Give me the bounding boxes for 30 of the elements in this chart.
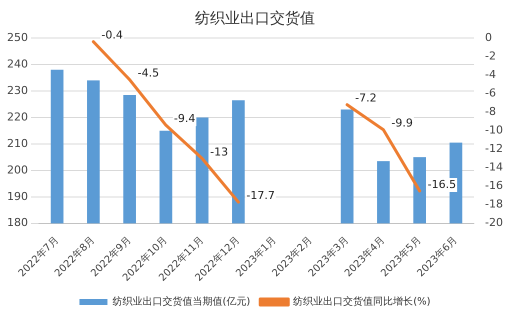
y2-tick-label: -20 [485,216,503,230]
y-tick-label: 250 [6,30,28,44]
chart-title: 纺织业出口交货值 [195,8,315,27]
y2-tick-label: -16 [485,179,503,192]
data-label: -9.4 [174,112,196,125]
y2-tick-label: -12 [485,142,503,156]
legend-label: 纺织业出口交货值当期值(亿元) [112,296,250,308]
y-tick-label: 200 [6,163,28,176]
y2-tick-label: -6 [485,86,496,100]
data-label: -17.7 [246,188,275,202]
y2-tick-label: -18 [485,198,503,211]
y2-tick-label: 0 [485,30,492,44]
legend-label: 纺织业出口交货值同比增长(%) [293,296,431,308]
y-tick-label: 220 [6,110,28,124]
data-label: -4.5 [138,66,160,80]
data-label: -13 [210,145,228,158]
data-label: -7.2 [355,92,377,105]
y2-tick-label: -14 [485,160,503,174]
y2-tick-label: -4 [485,68,496,81]
y2-tick-label: -8 [485,105,496,118]
y2-tick-label: -2 [485,49,496,62]
y-tick-label: 190 [6,190,28,203]
data-label: -16.5 [428,178,456,191]
y-tick-label: 240 [6,57,28,70]
y-tick-label: 210 [6,136,28,150]
data-label: -0.4 [101,28,123,42]
data-label: -9.9 [391,116,413,130]
y2-tick-label: -10 [485,124,503,137]
y-tick-label: 180 [6,216,28,230]
y-tick-label: 230 [6,84,28,97]
